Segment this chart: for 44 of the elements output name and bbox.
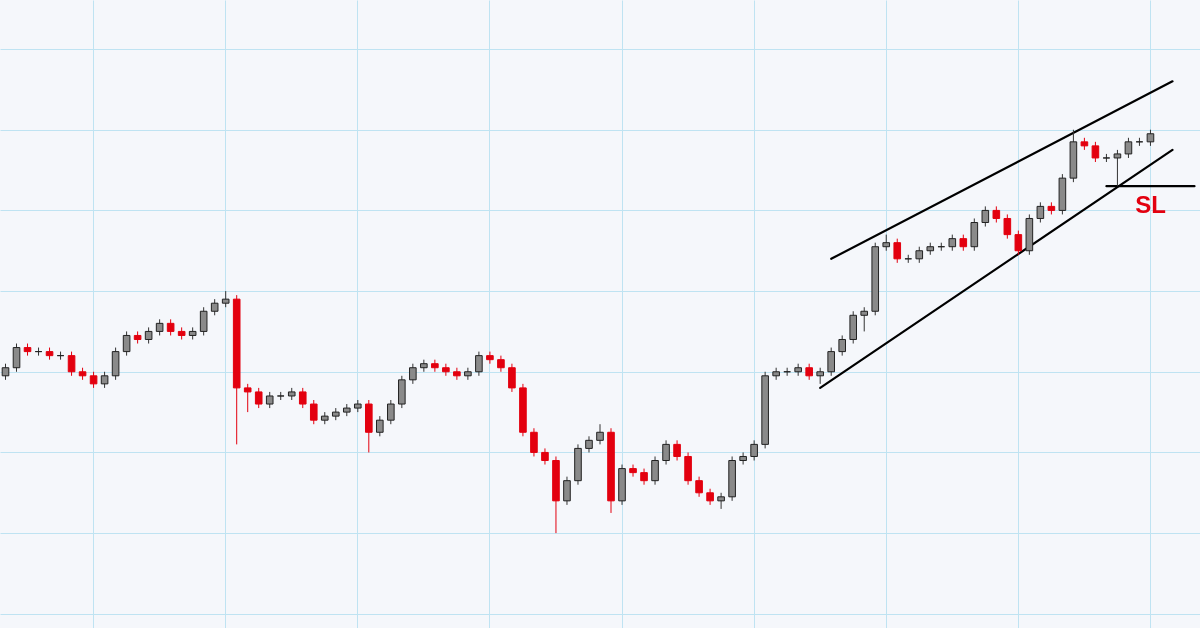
candlestick [981, 205, 990, 228]
candlestick [695, 476, 703, 498]
candlestick [409, 363, 417, 385]
candlestick [1003, 213, 1012, 240]
candlestick [254, 387, 263, 409]
candlestick [486, 351, 494, 365]
candlestick [376, 415, 384, 437]
candlestick [893, 238, 902, 264]
candlestick [464, 367, 472, 381]
candlestick [420, 359, 428, 373]
annotation: SL [1135, 191, 1166, 219]
candlestick [1091, 141, 1100, 163]
candlestick [673, 439, 681, 462]
candlestick [596, 423, 604, 445]
candlestick [309, 399, 318, 425]
candlestick [12, 343, 21, 373]
candlestick [199, 306, 208, 336]
candlestick [827, 347, 835, 377]
candlestick [629, 464, 637, 478]
candlestick [651, 455, 659, 486]
candlestick [739, 451, 747, 466]
candlestick [530, 427, 538, 457]
candlestick [563, 476, 571, 506]
candlestick [860, 306, 869, 332]
candlestick [772, 367, 780, 381]
candlestick [243, 383, 252, 413]
candlestick [387, 399, 395, 425]
candlestick [67, 351, 76, 377]
candlestick [838, 334, 846, 357]
candlestick [750, 439, 758, 462]
candlestick [431, 359, 439, 373]
candlestick [453, 367, 461, 381]
candlestick [717, 492, 725, 510]
candlestick [541, 447, 549, 466]
candlestick [662, 439, 670, 466]
candlestick [1124, 137, 1133, 159]
candlestick [475, 351, 483, 377]
candlestick [122, 330, 131, 357]
candlestick [1036, 201, 1045, 224]
candlestick [442, 363, 450, 377]
candlestick [298, 387, 307, 409]
candlestick [508, 363, 516, 393]
candlestick [1113, 149, 1122, 187]
candlestick [1014, 230, 1023, 256]
